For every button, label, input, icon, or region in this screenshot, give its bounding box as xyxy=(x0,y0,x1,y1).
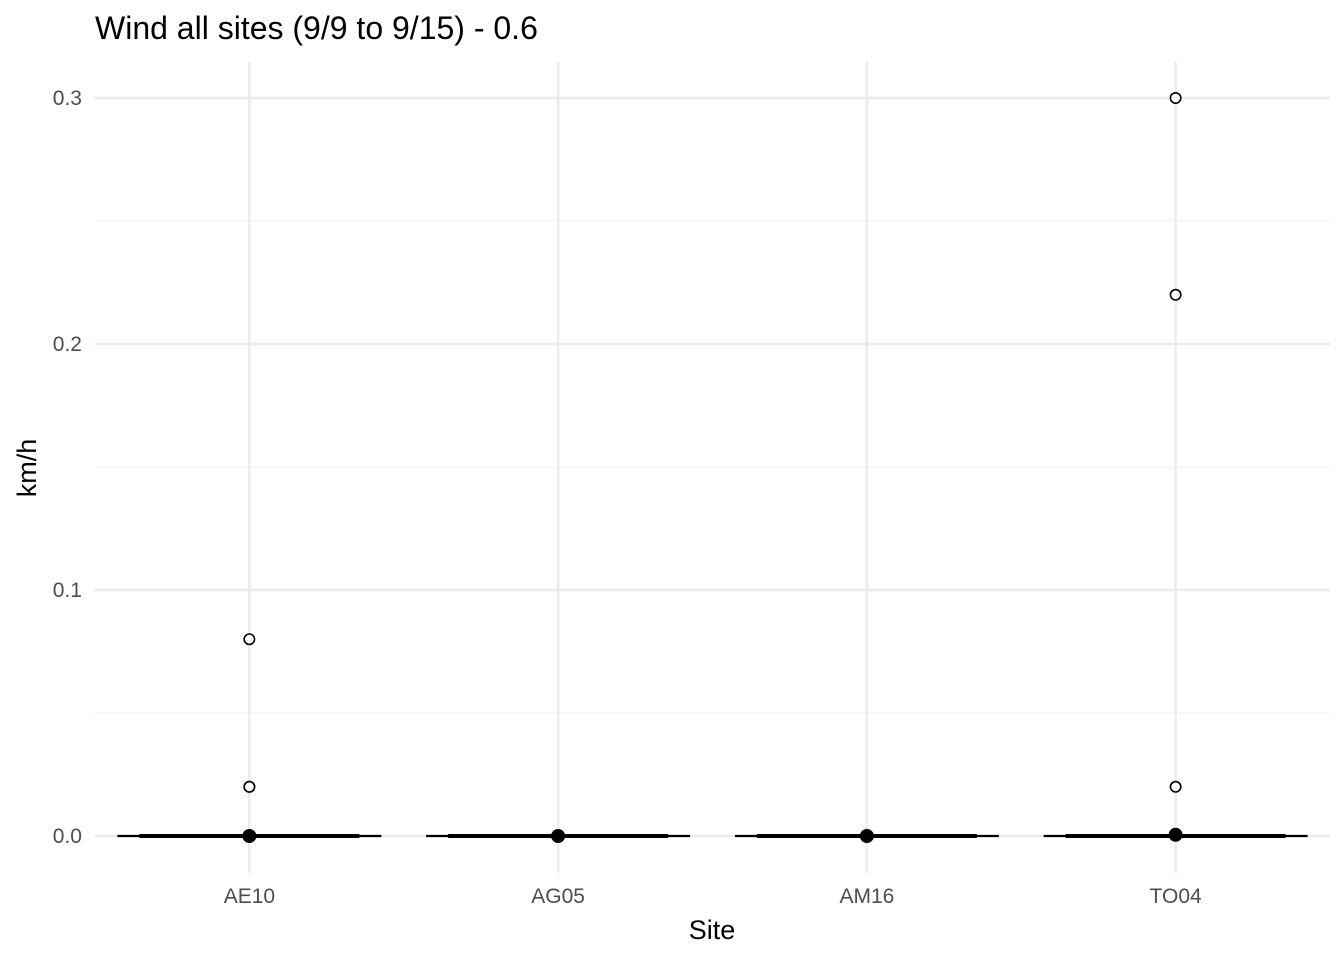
mean-point xyxy=(242,829,257,843)
mean-point xyxy=(859,829,874,843)
minor-gridlines xyxy=(95,220,1330,714)
y-tick-label: 0.1 xyxy=(53,579,82,602)
mean-point xyxy=(551,829,566,843)
outlier-point xyxy=(243,780,256,793)
y-tick-label: 0.3 xyxy=(53,87,82,110)
chart-title: Wind all sites (9/9 to 9/15) - 0.6 xyxy=(95,10,538,46)
x-tick-label: AM16 xyxy=(839,885,894,908)
box-am16 xyxy=(734,829,999,843)
outlier-point xyxy=(243,633,256,646)
box-to04 xyxy=(1043,92,1308,842)
outlier-point xyxy=(1169,288,1182,301)
outlier-point xyxy=(1169,92,1182,105)
box-ag05 xyxy=(426,829,691,843)
y-tick-label: 0.2 xyxy=(53,333,82,356)
box-ae10 xyxy=(117,633,382,843)
y-tick-label: 0.0 xyxy=(53,825,82,848)
box-series xyxy=(117,92,1308,843)
x-tick-label: TO04 xyxy=(1150,885,1202,908)
x-axis-title: Site xyxy=(689,915,736,945)
x-tick-label: AE10 xyxy=(224,885,275,908)
y-axis-title: km/h xyxy=(12,439,42,498)
mean-point xyxy=(1168,827,1183,842)
outlier-point xyxy=(1169,780,1182,793)
x-tick-label: AG05 xyxy=(531,885,585,908)
x-axis-ticks: AE10 AG05 AM16 TO04 xyxy=(224,885,1202,908)
y-axis-ticks: 0.0 0.1 0.2 0.3 xyxy=(53,87,82,848)
